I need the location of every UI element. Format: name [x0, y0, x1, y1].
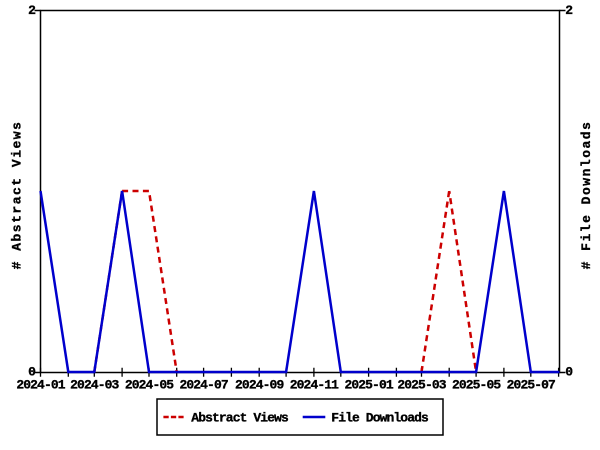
svg-text:2024-05: 2024-05 — [125, 378, 174, 393]
svg-text:2025-07: 2025-07 — [507, 378, 555, 393]
svg-text:2024-03: 2024-03 — [70, 378, 119, 393]
svg-text:2024-07: 2024-07 — [179, 378, 227, 393]
svg-text:2025-01: 2025-01 — [344, 378, 393, 393]
svg-text:2024-09: 2024-09 — [235, 378, 284, 393]
svg-text:2024-01: 2024-01 — [16, 378, 65, 393]
svg-text:# Abstract Views: # Abstract Views — [10, 121, 25, 270]
svg-text:2: 2 — [565, 3, 573, 18]
svg-text:# File Downloads: # File Downloads — [579, 121, 594, 270]
svg-text:2024-11: 2024-11 — [290, 378, 339, 393]
svg-text:2025-03: 2025-03 — [397, 378, 446, 393]
svg-text:File Downloads: File Downloads — [331, 411, 429, 426]
svg-text:0: 0 — [565, 365, 573, 380]
svg-text:Abstract Views: Abstract Views — [191, 411, 289, 426]
svg-text:0: 0 — [28, 365, 36, 380]
svg-text:2: 2 — [28, 3, 36, 18]
svg-text:2025-05: 2025-05 — [452, 378, 501, 393]
